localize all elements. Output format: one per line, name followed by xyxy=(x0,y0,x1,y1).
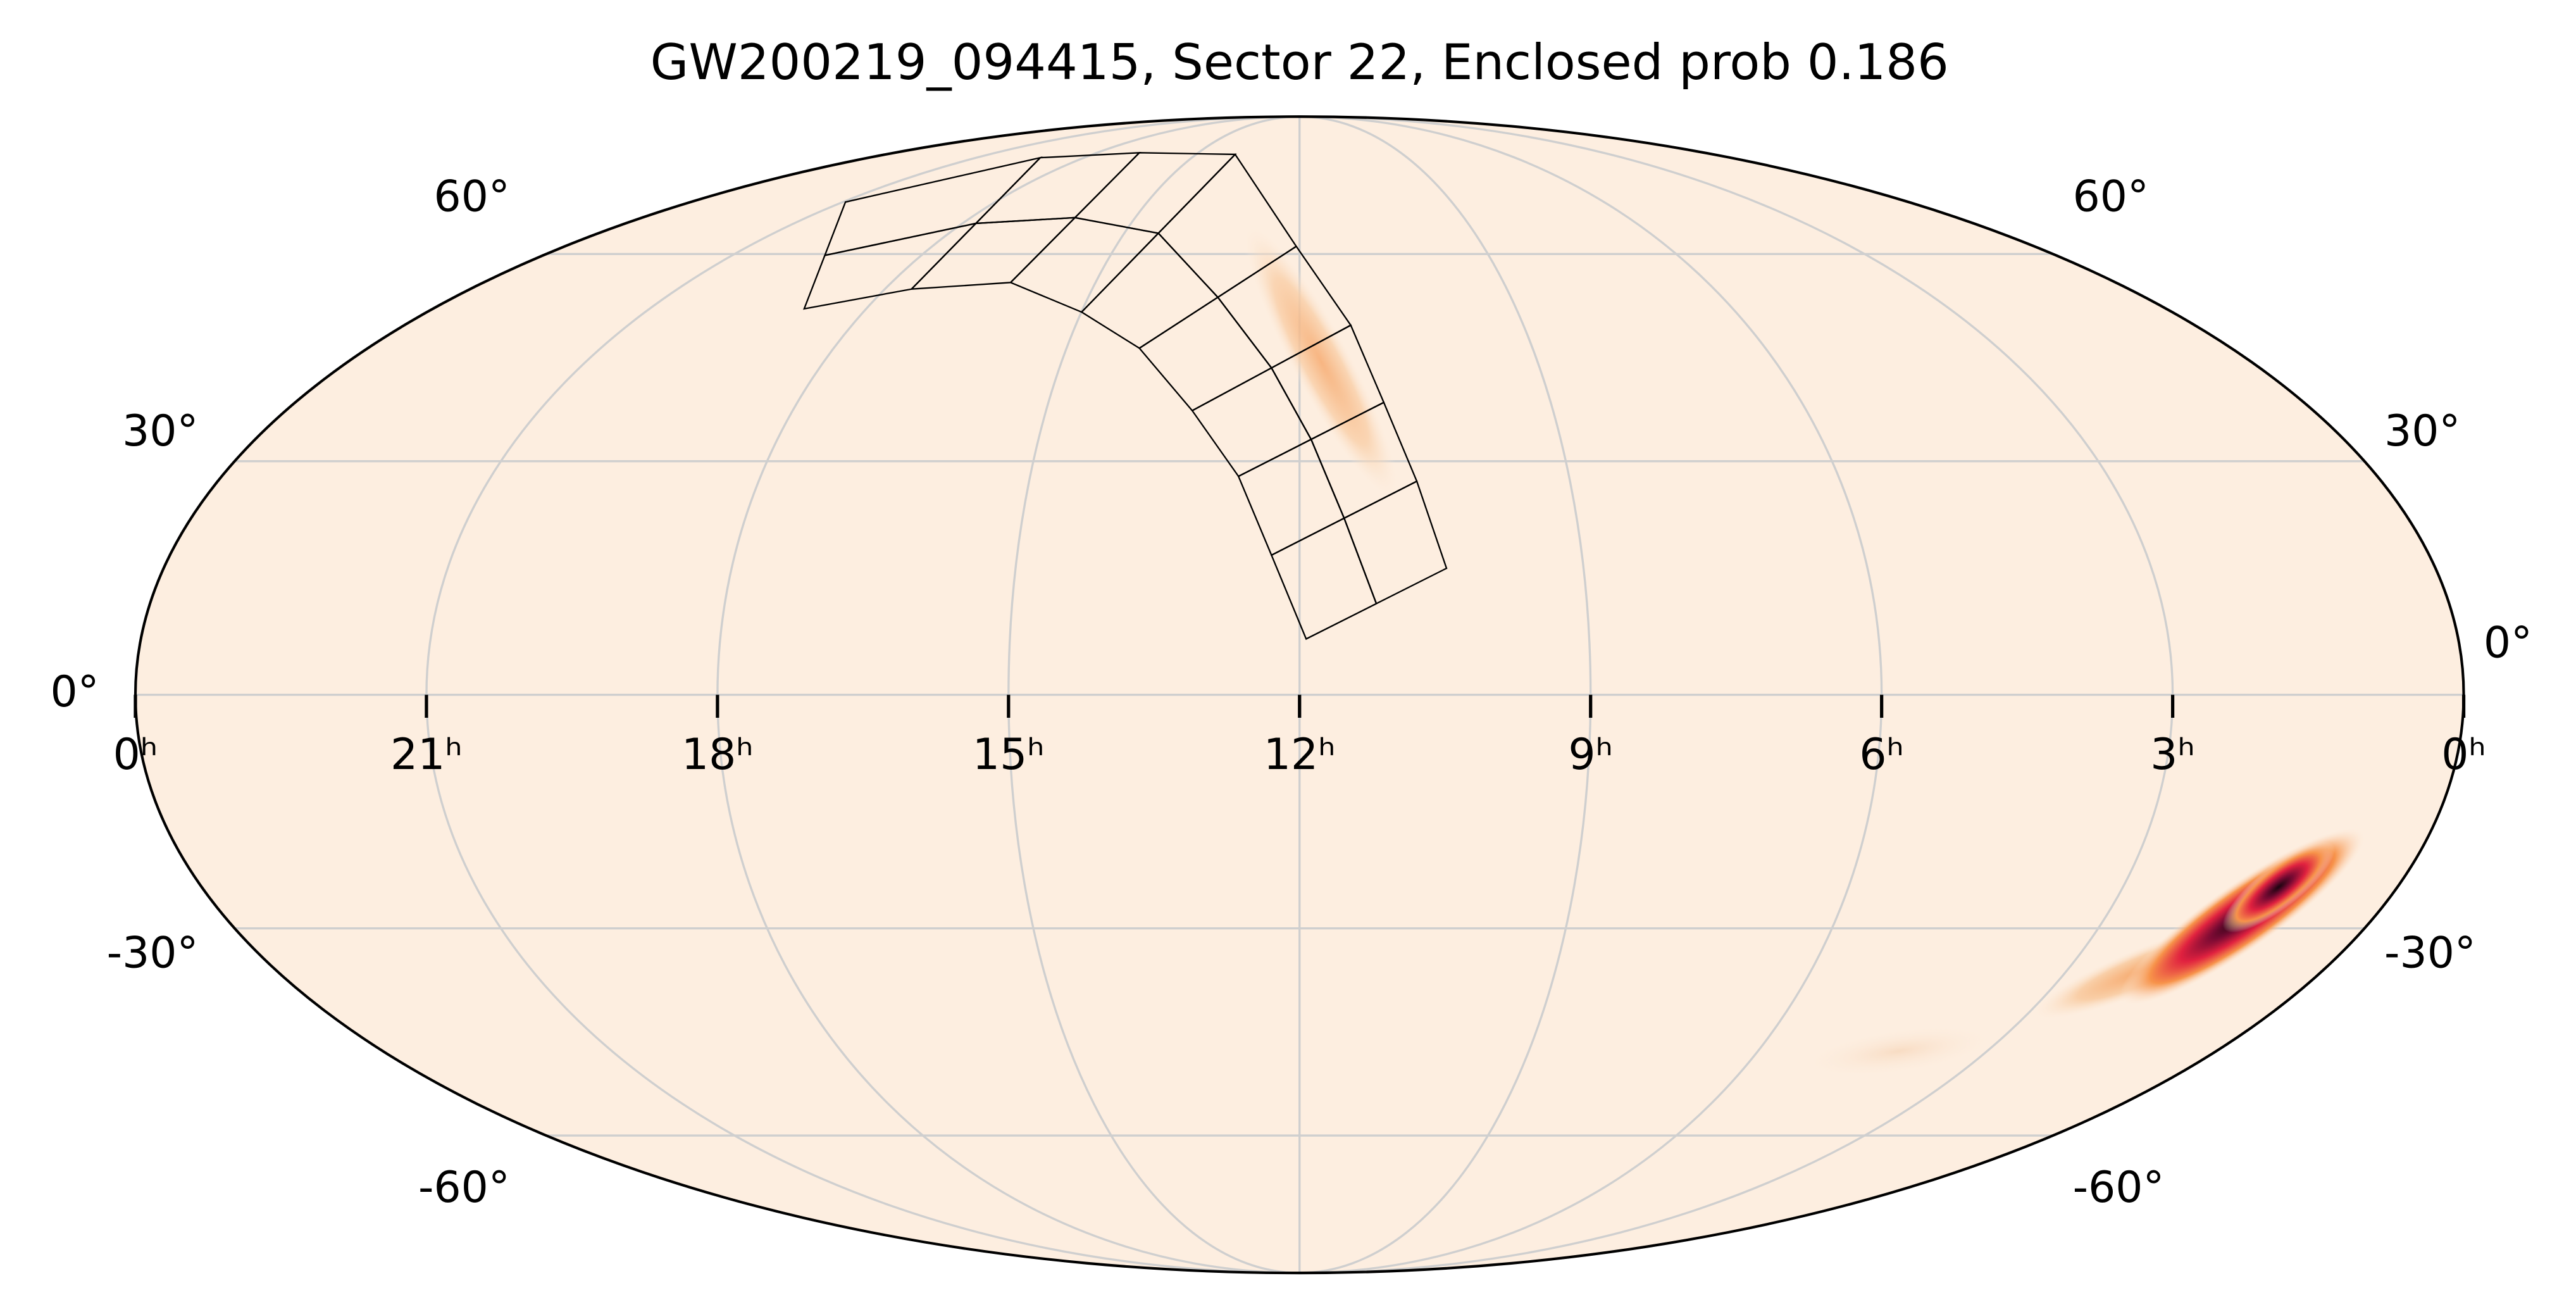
y-tick-label: 0° xyxy=(50,666,99,716)
x-tick-label: 0ʰ xyxy=(2441,729,2486,779)
ccd-outline xyxy=(1343,480,1448,605)
x-tick-label: 18ʰ xyxy=(681,729,754,779)
sector-footprint xyxy=(803,152,1448,641)
y-tick-label: 0° xyxy=(2484,618,2532,668)
y-tick-label: -30° xyxy=(107,928,199,978)
x-tick-label: 9ʰ xyxy=(1568,729,1613,779)
y-tick-label: -60° xyxy=(2073,1162,2165,1212)
probability-tail xyxy=(1800,1024,1998,1078)
x-tick-label: 21ʰ xyxy=(390,729,463,779)
x-tick-label: 0ʰ xyxy=(113,729,158,779)
chart-title: GW200219_094415, Sector 22, Enclosed pro… xyxy=(650,34,1949,91)
y-tick-label: 30° xyxy=(122,406,198,456)
probability-map xyxy=(1243,223,2366,1078)
x-tick-label: 15ʰ xyxy=(973,729,1045,779)
x-tick-label: 6ʰ xyxy=(1859,729,1904,779)
x-tick-label: 12ʰ xyxy=(1264,729,1336,779)
x-tick-label: 3ʰ xyxy=(2150,729,2195,779)
probability-north xyxy=(1243,223,1400,500)
y-tick-label: 60° xyxy=(2073,171,2149,221)
y-tick-label: 30° xyxy=(2384,406,2460,456)
y-tick-label: -60° xyxy=(418,1162,510,1212)
y-tick-label: 60° xyxy=(434,171,510,221)
y-tick-label: -30° xyxy=(2384,928,2476,978)
probability-peak xyxy=(2222,841,2336,933)
